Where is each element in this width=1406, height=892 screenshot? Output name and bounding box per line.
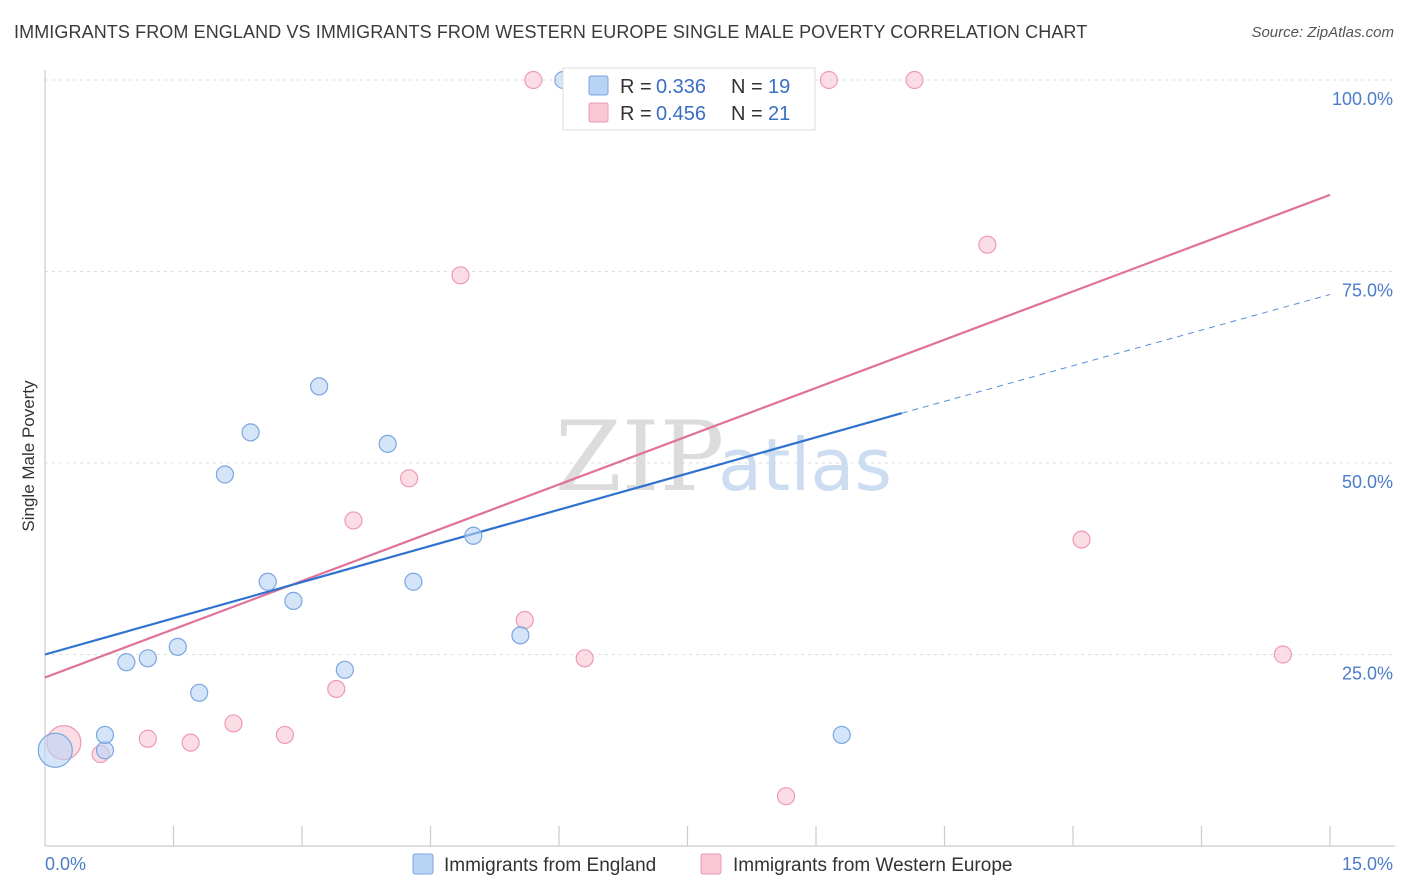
y-tick-label-75: 75.0% — [1342, 281, 1393, 301]
legend-n-label-western-europe: N = — [731, 103, 763, 125]
x-tick-label-min: 0.0% — [45, 854, 86, 874]
england-point-8 — [241, 423, 260, 442]
y-axis-label: Single Male Poverty — [19, 380, 38, 532]
western-europe-point-2 — [138, 729, 157, 748]
legend-n-value-western-europe: 21 — [768, 103, 790, 125]
england-point-9 — [258, 572, 277, 591]
legend-r-label-western-europe: R = — [620, 103, 652, 125]
correlation-legend: R = 0.336 N = 19 R = 0.456 N = 21 — [562, 67, 816, 131]
legend-swatch-western-europe — [588, 102, 609, 123]
watermark-atlas: atlas — [718, 423, 892, 507]
legend-swatch-england — [588, 75, 609, 96]
legend-n-value-england: 19 — [768, 76, 790, 98]
western-europe-point-20 — [1273, 645, 1292, 664]
western-europe-point-16 — [819, 70, 838, 90]
chart-title: IMMIGRANTS FROM ENGLAND VS IMMIGRANTS FR… — [14, 22, 1088, 42]
y-tick-label-50: 50.0% — [1342, 472, 1393, 492]
western-europe-point-12 — [575, 649, 594, 668]
western-europe-point-10 — [515, 610, 534, 630]
y-tick-labels: 25.0% 50.0% 75.0% 100.0% — [1332, 89, 1393, 684]
trend-line-england-extension — [901, 293, 1331, 414]
england-point-0 — [37, 732, 73, 768]
england-point-14 — [404, 572, 423, 591]
x-tick-marks — [172, 826, 1331, 846]
england-points — [37, 70, 851, 768]
legend-n-label-england: N = — [731, 76, 763, 98]
western-europe-point-6 — [327, 679, 346, 699]
trend-lines — [44, 193, 1331, 679]
england-point-4 — [138, 649, 157, 668]
y-tick-label-25: 25.0% — [1342, 664, 1393, 684]
legend-r-value-england: 0.336 — [656, 76, 706, 98]
western-europe-point-19 — [1072, 530, 1091, 549]
bottom-legend-label-western-europe: Immigrants from Western Europe — [733, 855, 1012, 876]
bottom-legend-swatch-england — [412, 853, 434, 875]
england-point-15 — [464, 526, 483, 545]
england-point-12 — [335, 660, 354, 679]
bottom-legend-swatch-western-europe — [700, 853, 722, 875]
england-point-13 — [378, 434, 397, 453]
western-europe-point-11 — [524, 70, 543, 90]
england-point-3 — [117, 653, 136, 672]
axes — [44, 70, 1395, 847]
western-europe-point-4 — [224, 714, 243, 733]
watermark-zip: ZIP — [555, 401, 724, 513]
england-point-11 — [310, 377, 329, 396]
england-point-1 — [95, 741, 115, 760]
western-europe-point-3 — [181, 733, 200, 752]
western-europe-point-7 — [344, 511, 363, 530]
england-point-2 — [95, 725, 115, 745]
western-europe-point-17 — [905, 70, 924, 90]
western-europe-point-15 — [776, 787, 796, 806]
western-europe-point-8 — [399, 469, 419, 488]
england-point-5 — [168, 637, 187, 656]
watermark: ZIP atlas — [555, 401, 892, 513]
western-europe-point-5 — [275, 725, 294, 745]
bottom-legend-label-england: Immigrants from England — [444, 855, 656, 876]
england-point-10 — [284, 591, 303, 610]
legend-r-label-england: R = — [620, 76, 652, 98]
series-legend: Immigrants from England Immigrants from … — [412, 853, 1012, 876]
western-europe-point-18 — [978, 235, 997, 254]
trend-line-western-europe — [44, 193, 1331, 679]
england-point-6 — [190, 683, 209, 702]
england-point-18 — [832, 725, 851, 745]
source-label: Source: ZipAtlas.com — [1251, 24, 1394, 41]
x-tick-label-max: 15.0% — [1342, 854, 1393, 874]
england-point-7 — [215, 465, 234, 484]
western-europe-point-9 — [451, 266, 470, 285]
england-point-16 — [511, 626, 530, 645]
legend-r-value-western-europe: 0.456 — [656, 103, 706, 125]
grid-lines — [45, 79, 1395, 655]
y-tick-label-100: 100.0% — [1332, 89, 1393, 109]
